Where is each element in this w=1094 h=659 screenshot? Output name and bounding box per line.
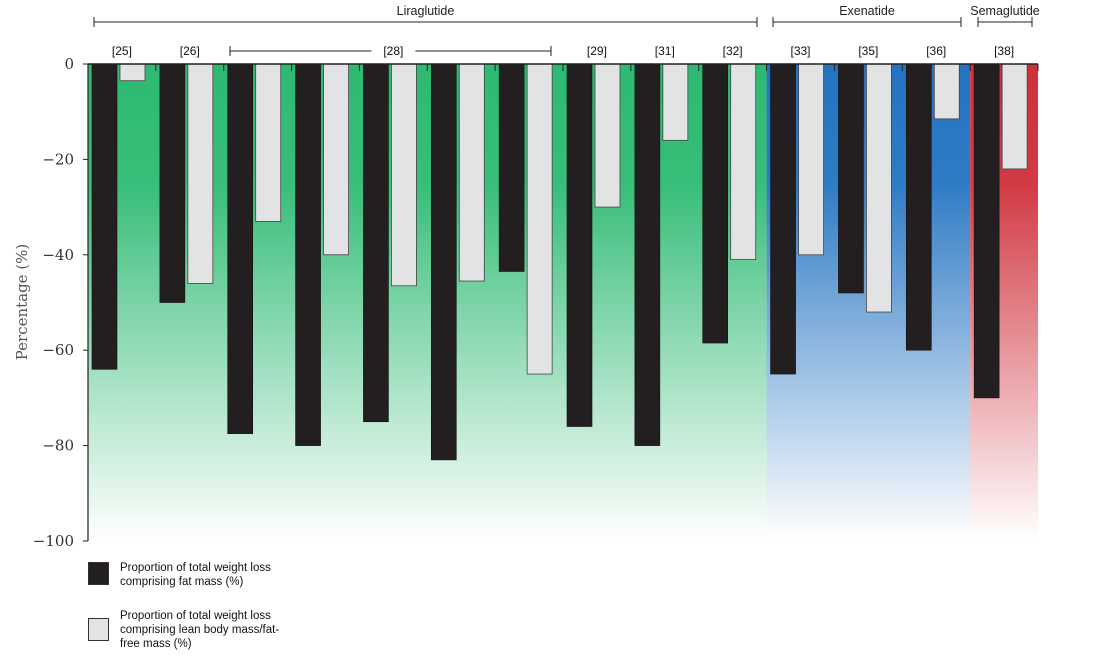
reference-label: [28] <box>383 44 403 58</box>
bar-fat-mass <box>498 63 525 272</box>
legend-item-lean: Proportion of total weight loss comprisi… <box>88 609 308 653</box>
bar-fat-mass <box>702 63 729 344</box>
group-label-semaglutide: Semaglutide <box>970 4 1040 18</box>
group-label-liraglutide: Liraglutide <box>397 4 455 18</box>
bar-lean-mass <box>866 63 892 313</box>
bar-fat-mass <box>566 63 593 427</box>
y-tick-label: −60 <box>42 341 74 359</box>
reference-label: [36] <box>926 44 946 58</box>
legend-label-lean: Proportion of total weight loss comprisi… <box>120 610 280 650</box>
bar-lean-mass <box>798 63 824 256</box>
y-tick-label: 0 <box>64 55 74 73</box>
reference-label: [25] <box>112 44 132 58</box>
bar-fat-mass <box>838 63 864 294</box>
bar-lean-mass <box>730 63 757 260</box>
bar-lean-mass <box>323 63 349 256</box>
reference-label: [31] <box>655 44 675 58</box>
legend-swatch-lean <box>88 618 109 641</box>
reference-label: [35] <box>858 44 878 58</box>
bar-lean-mass <box>526 63 553 375</box>
bar-lean-mass <box>391 63 417 287</box>
y-tick-label: −20 <box>42 150 74 168</box>
legend-swatch-fat <box>88 562 109 585</box>
group-label-exenatide: Exenatide <box>839 4 895 18</box>
y-tick-label: −80 <box>42 437 74 455</box>
bar-fat-mass <box>91 63 118 370</box>
reference-label: [29] <box>587 44 607 58</box>
bars <box>91 63 1028 461</box>
bar-fat-mass <box>159 63 186 303</box>
legend-item-fat: Proportion of total weight loss comprisi… <box>88 561 308 591</box>
bar-lean-mass <box>662 63 689 141</box>
bar-lean-mass <box>187 63 214 284</box>
reference-label: [26] <box>180 44 200 58</box>
y-tick-label: −40 <box>42 246 74 264</box>
bar-lean-mass <box>458 63 485 282</box>
bar-fat-mass <box>430 63 457 461</box>
legend-label-fat: Proportion of total weight loss comprisi… <box>120 562 271 588</box>
labels: 0 −20 −40 −60 −80 −100 Liraglutide Exenatide Sem… <box>33 4 1040 550</box>
reference-label: [38] <box>994 44 1014 58</box>
axes <box>83 63 1039 542</box>
bar-lean-mass <box>1001 63 1028 170</box>
reference-label: [32] <box>723 44 743 58</box>
y-axis-label: Percentage (%) <box>13 244 31 361</box>
bar-chart: 0 −20 −40 −60 −80 −100 Liraglutide Exenatide Sem… <box>13 4 1040 550</box>
reference-label: [33] <box>790 44 810 58</box>
bar-lean-mass <box>933 63 960 120</box>
bar-fat-mass <box>973 63 1000 399</box>
bar-fat-mass <box>770 63 796 375</box>
bar-fat-mass <box>363 63 389 423</box>
bar-lean-mass <box>255 63 282 222</box>
bar-lean-mass <box>594 63 621 208</box>
bar-fat-mass <box>227 63 254 434</box>
bar-fat-mass <box>634 63 661 446</box>
bar-fat-mass <box>295 63 321 446</box>
bar-lean-mass <box>119 63 146 82</box>
bar-fat-mass <box>905 63 932 351</box>
y-tick-label: −100 <box>33 532 74 550</box>
